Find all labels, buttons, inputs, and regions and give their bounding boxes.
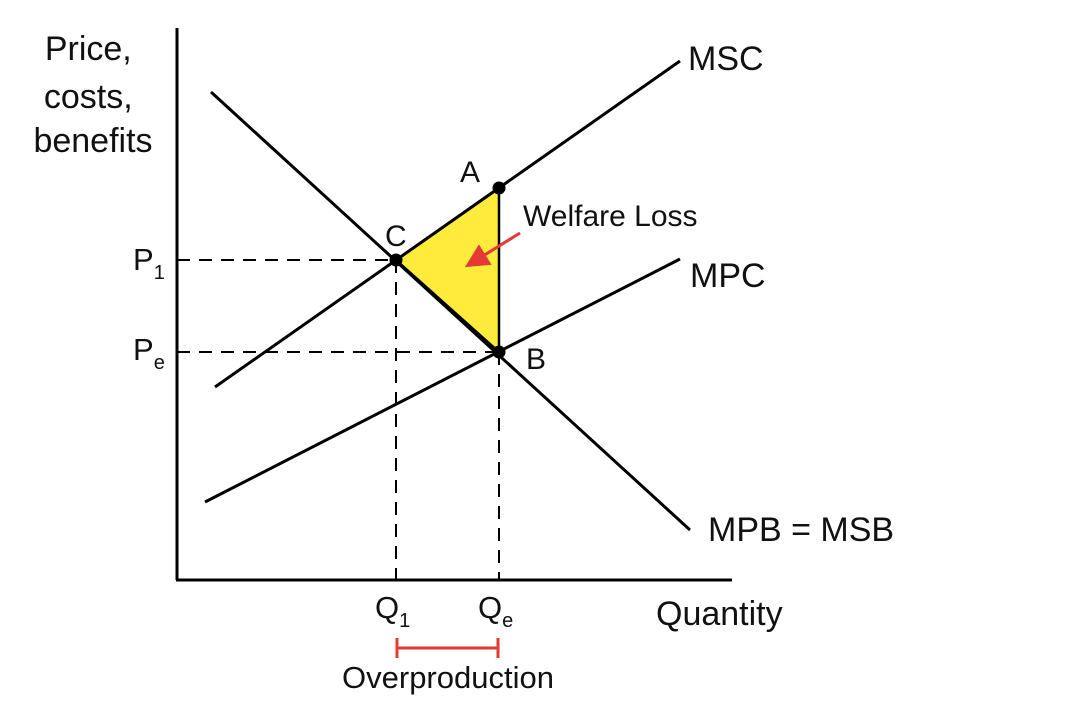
p1-label: P1: [133, 242, 165, 284]
overproduction-bracket: [395, 638, 500, 658]
point-c-marker: [389, 253, 403, 267]
point-b-label: B: [526, 343, 546, 376]
demand-curve: [209, 90, 692, 532]
welfare-loss-area: [393, 185, 501, 355]
demand-label: MPB = MSB: [708, 511, 894, 549]
q1-label-base: Q: [375, 590, 399, 625]
x-axis-label: Quantity: [656, 595, 783, 633]
mpc-label: MPC: [690, 257, 766, 295]
mpc-curve: [204, 257, 681, 504]
q1-label-sub: 1: [399, 610, 410, 632]
y-axis-label: Price, costs, benefits: [33, 30, 152, 160]
y-axis-label-line-3: benefits: [33, 122, 152, 160]
msc-label: MSC: [688, 40, 764, 78]
p1-label-base: P: [133, 242, 154, 277]
y-axis-label-line-2: costs,: [44, 78, 133, 116]
overproduction-label: Overproduction: [342, 660, 554, 695]
point-c-label: C: [385, 220, 407, 253]
point-b-marker: [492, 345, 506, 359]
pe-label-base: P: [133, 332, 154, 367]
welfare-loss-label: Welfare Loss: [523, 200, 698, 233]
qe-label-base: Q: [478, 590, 502, 625]
qe-label: Qe: [478, 590, 513, 632]
qe-label-sub: e: [502, 610, 513, 632]
p1-label-sub: 1: [154, 262, 165, 284]
pe-label: Pe: [133, 332, 165, 374]
point-a-label: A: [460, 156, 480, 189]
q1-label: Q1: [375, 590, 410, 632]
welfare-loss-arrow: [464, 231, 521, 268]
point-a-marker: [492, 181, 506, 195]
y-axis-label-line-1: Price,: [45, 30, 132, 68]
msc-curve: [214, 59, 681, 389]
pe-label-sub: e: [154, 352, 165, 374]
